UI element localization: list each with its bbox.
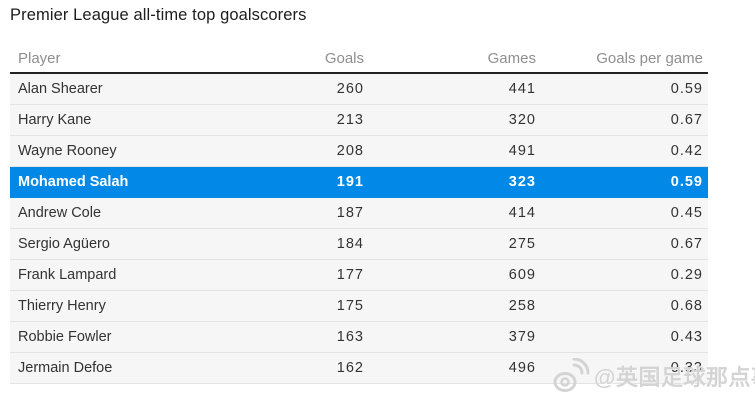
games-cell: 258 [369,290,541,322]
col-header-player: Player [10,44,229,74]
goals-per-game-cell: 0.45 [541,197,708,229]
goals-per-game-cell: 0.67 [541,228,708,260]
goals-per-game-cell: 0.68 [541,290,708,322]
player-cell: Sergio Agüero [10,228,229,260]
goals-per-game-cell: 0.59 [541,73,708,105]
goals-per-game-cell: 0.42 [541,135,708,167]
goals-per-game-cell: 0.67 [541,104,708,136]
goals-cell: 213 [229,104,369,136]
goals-cell: 208 [229,135,369,167]
table-row: Harry Kane 213 320 0.67 [10,104,708,136]
player-cell: Frank Lampard [10,259,229,291]
goals-cell: 260 [229,73,369,105]
goals-cell: 175 [229,290,369,322]
games-cell: 496 [369,352,541,384]
table-row: Frank Lampard 177 609 0.29 [10,259,708,291]
goals-cell: 184 [229,228,369,260]
goals-cell: 191 [229,166,369,198]
table-container: Premier League all-time top goalscorers … [10,5,708,384]
player-cell: Harry Kane [10,104,229,136]
goals-cell: 163 [229,321,369,353]
games-cell: 379 [369,321,541,353]
goals-per-game-cell: 0.33 [541,352,708,384]
player-cell: Mohamed Salah [10,166,229,198]
goals-cell: 162 [229,352,369,384]
page-title: Premier League all-time top goalscorers [10,6,307,24]
col-header-goals-per-game: Goals per game [541,44,708,74]
player-cell: Thierry Henry [10,290,229,322]
table-row: Mohamed Salah 191 323 0.59 [10,166,708,198]
table-row: Alan Shearer 260 441 0.59 [10,73,708,105]
table-row: Sergio Agüero 184 275 0.67 [10,228,708,260]
goals-per-game-cell: 0.59 [541,166,708,198]
games-cell: 491 [369,135,541,167]
table-row: Thierry Henry 175 258 0.68 [10,290,708,322]
col-header-games: Games [369,44,541,74]
games-cell: 275 [369,228,541,260]
games-cell: 323 [369,166,541,198]
games-cell: 441 [369,73,541,105]
goals-per-game-cell: 0.43 [541,321,708,353]
table-row: Jermain Defoe 162 496 0.33 [10,352,708,384]
col-header-goals: Goals [229,44,369,74]
table-row: Andrew Cole 187 414 0.45 [10,197,708,229]
table-row: Wayne Rooney 208 491 0.42 [10,135,708,167]
table-row: Robbie Fowler 163 379 0.43 [10,321,708,353]
goalscorers-table: Player Goals Games Goals per game Alan S… [10,44,708,384]
player-cell: Wayne Rooney [10,135,229,167]
games-cell: 414 [369,197,541,229]
games-cell: 609 [369,259,541,291]
games-cell: 320 [369,104,541,136]
player-cell: Alan Shearer [10,73,229,105]
player-cell: Jermain Defoe [10,352,229,384]
table-header-row: Player Goals Games Goals per game [10,44,708,74]
goals-per-game-cell: 0.29 [541,259,708,291]
goals-cell: 187 [229,197,369,229]
player-cell: Andrew Cole [10,197,229,229]
goals-cell: 177 [229,259,369,291]
player-cell: Robbie Fowler [10,321,229,353]
